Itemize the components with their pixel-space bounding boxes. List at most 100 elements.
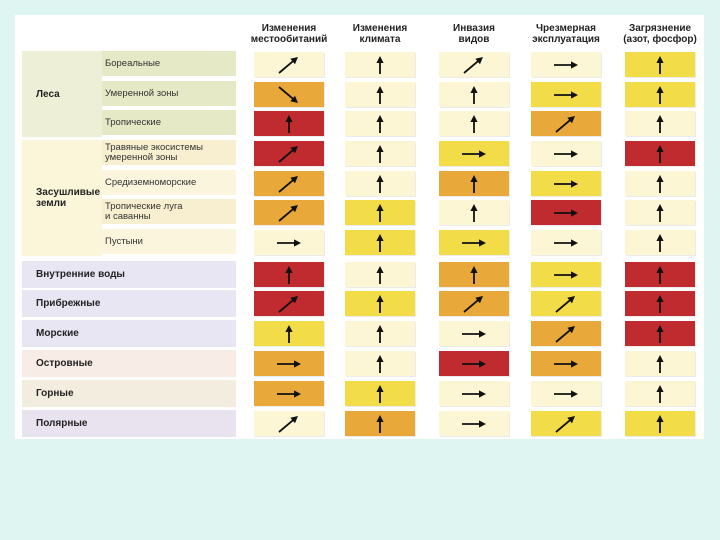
trend-arrow-up-icon [285, 115, 293, 133]
impact-cell [439, 351, 509, 376]
impact-cell [254, 171, 324, 196]
trend-arrow-ne-icon [278, 57, 298, 74]
row-sub-label: Травяные экосистемы умеренной зоны [102, 140, 236, 165]
impact-cell [531, 82, 601, 107]
trend-arrow-up-icon [470, 175, 478, 193]
impact-cell [531, 381, 601, 406]
impact-cell [254, 321, 324, 346]
row-group-label: Леса [22, 51, 102, 137]
impact-cell [625, 141, 695, 166]
impact-cell [439, 262, 509, 287]
trend-arrow-right-icon [462, 239, 486, 247]
trend-arrow-up-icon [376, 266, 384, 284]
trend-arrow-up-icon [285, 266, 293, 284]
impact-cell [254, 381, 324, 406]
trend-arrow-ne-icon [278, 205, 298, 222]
trend-arrow-right-icon [554, 61, 578, 69]
trend-arrow-right-icon [554, 271, 578, 279]
trend-arrow-right-icon [554, 91, 578, 99]
impact-cell [531, 321, 601, 346]
trend-arrow-up-icon [656, 415, 664, 433]
row-sub-label: Бореальные [102, 51, 236, 76]
column-header: Изменения климата [352, 23, 408, 45]
impact-cell [625, 411, 695, 436]
trend-arrow-right-icon [277, 360, 301, 368]
row-sub-label: Умеренной зоны [102, 81, 236, 106]
trend-arrow-right-icon [462, 420, 486, 428]
impact-cell [254, 411, 324, 436]
impact-cell [439, 200, 509, 225]
impact-cell [531, 200, 601, 225]
impact-cell [625, 262, 695, 287]
impact-cell [345, 52, 415, 77]
trend-arrow-right-icon [462, 360, 486, 368]
trend-arrow-right-icon [277, 239, 301, 247]
impact-cell [345, 171, 415, 196]
impact-cell [439, 171, 509, 196]
trend-arrow-right-icon [462, 390, 486, 398]
impact-cell [531, 411, 601, 436]
trend-arrow-up-icon [470, 115, 478, 133]
trend-arrow-up-icon [376, 145, 384, 163]
matrix-panel: Изменения местообитаний Изменения климата… [15, 15, 704, 439]
row-sub-label: Пустыни [102, 229, 236, 254]
trend-arrow-ne-icon [278, 146, 298, 163]
impact-cell [625, 381, 695, 406]
impact-cell [625, 351, 695, 376]
impact-cell [531, 262, 601, 287]
trend-arrow-right-icon [554, 150, 578, 158]
impact-cell [625, 82, 695, 107]
trend-arrow-up-icon [656, 266, 664, 284]
trend-arrow-up-icon [656, 56, 664, 74]
impact-cell [439, 141, 509, 166]
trend-arrow-up-icon [470, 266, 478, 284]
impact-cell [345, 381, 415, 406]
row-group-label: Горные [22, 380, 236, 407]
impact-cell [254, 82, 324, 107]
impact-cell [345, 321, 415, 346]
trend-arrow-ne-icon [463, 57, 483, 74]
trend-arrow-ne-icon [278, 416, 298, 433]
impact-cell [345, 411, 415, 436]
trend-arrow-up-icon [656, 115, 664, 133]
impact-cell [439, 381, 509, 406]
trend-arrow-up-icon [376, 56, 384, 74]
column-header: Чрезмерная эксплуатация [532, 23, 600, 45]
trend-arrow-right-icon [462, 330, 486, 338]
impact-cell [625, 200, 695, 225]
trend-arrow-up-icon [376, 115, 384, 133]
impact-cell [439, 52, 509, 77]
impact-cell [531, 171, 601, 196]
impact-cell [345, 291, 415, 316]
trend-arrow-right-icon [554, 390, 578, 398]
impact-cell [345, 351, 415, 376]
row-group-label: Островные [22, 350, 236, 377]
column-header: Инвазия видов [453, 23, 495, 45]
row-group-label: Полярные [22, 410, 236, 437]
column-header: Изменения местообитаний [250, 23, 328, 45]
trend-arrow-up-icon [656, 86, 664, 104]
impact-cell [531, 141, 601, 166]
trend-arrow-ne-icon [463, 296, 483, 313]
impact-cell [254, 262, 324, 287]
trend-arrow-up-icon [656, 234, 664, 252]
impact-cell [254, 200, 324, 225]
trend-arrow-right-icon [277, 390, 301, 398]
trend-arrow-ne-icon [278, 296, 298, 313]
trend-arrow-up-icon [376, 86, 384, 104]
impact-cell [625, 171, 695, 196]
trend-arrow-up-icon [656, 295, 664, 313]
trend-arrow-up-icon [376, 295, 384, 313]
impact-cell [254, 141, 324, 166]
row-sub-label: Тропические [102, 110, 236, 135]
trend-arrow-right-icon [554, 209, 578, 217]
row-group-label: Внутренние воды [22, 261, 236, 288]
trend-arrow-right-icon [554, 180, 578, 188]
trend-arrow-up-icon [656, 175, 664, 193]
column-header: Загрязнение (азот, фосфор) [623, 23, 697, 45]
trend-arrow-ne-icon [555, 416, 575, 433]
trend-arrow-ne-icon [555, 326, 575, 343]
impact-cell [254, 230, 324, 255]
impact-cell [439, 111, 509, 136]
impact-cell [254, 111, 324, 136]
